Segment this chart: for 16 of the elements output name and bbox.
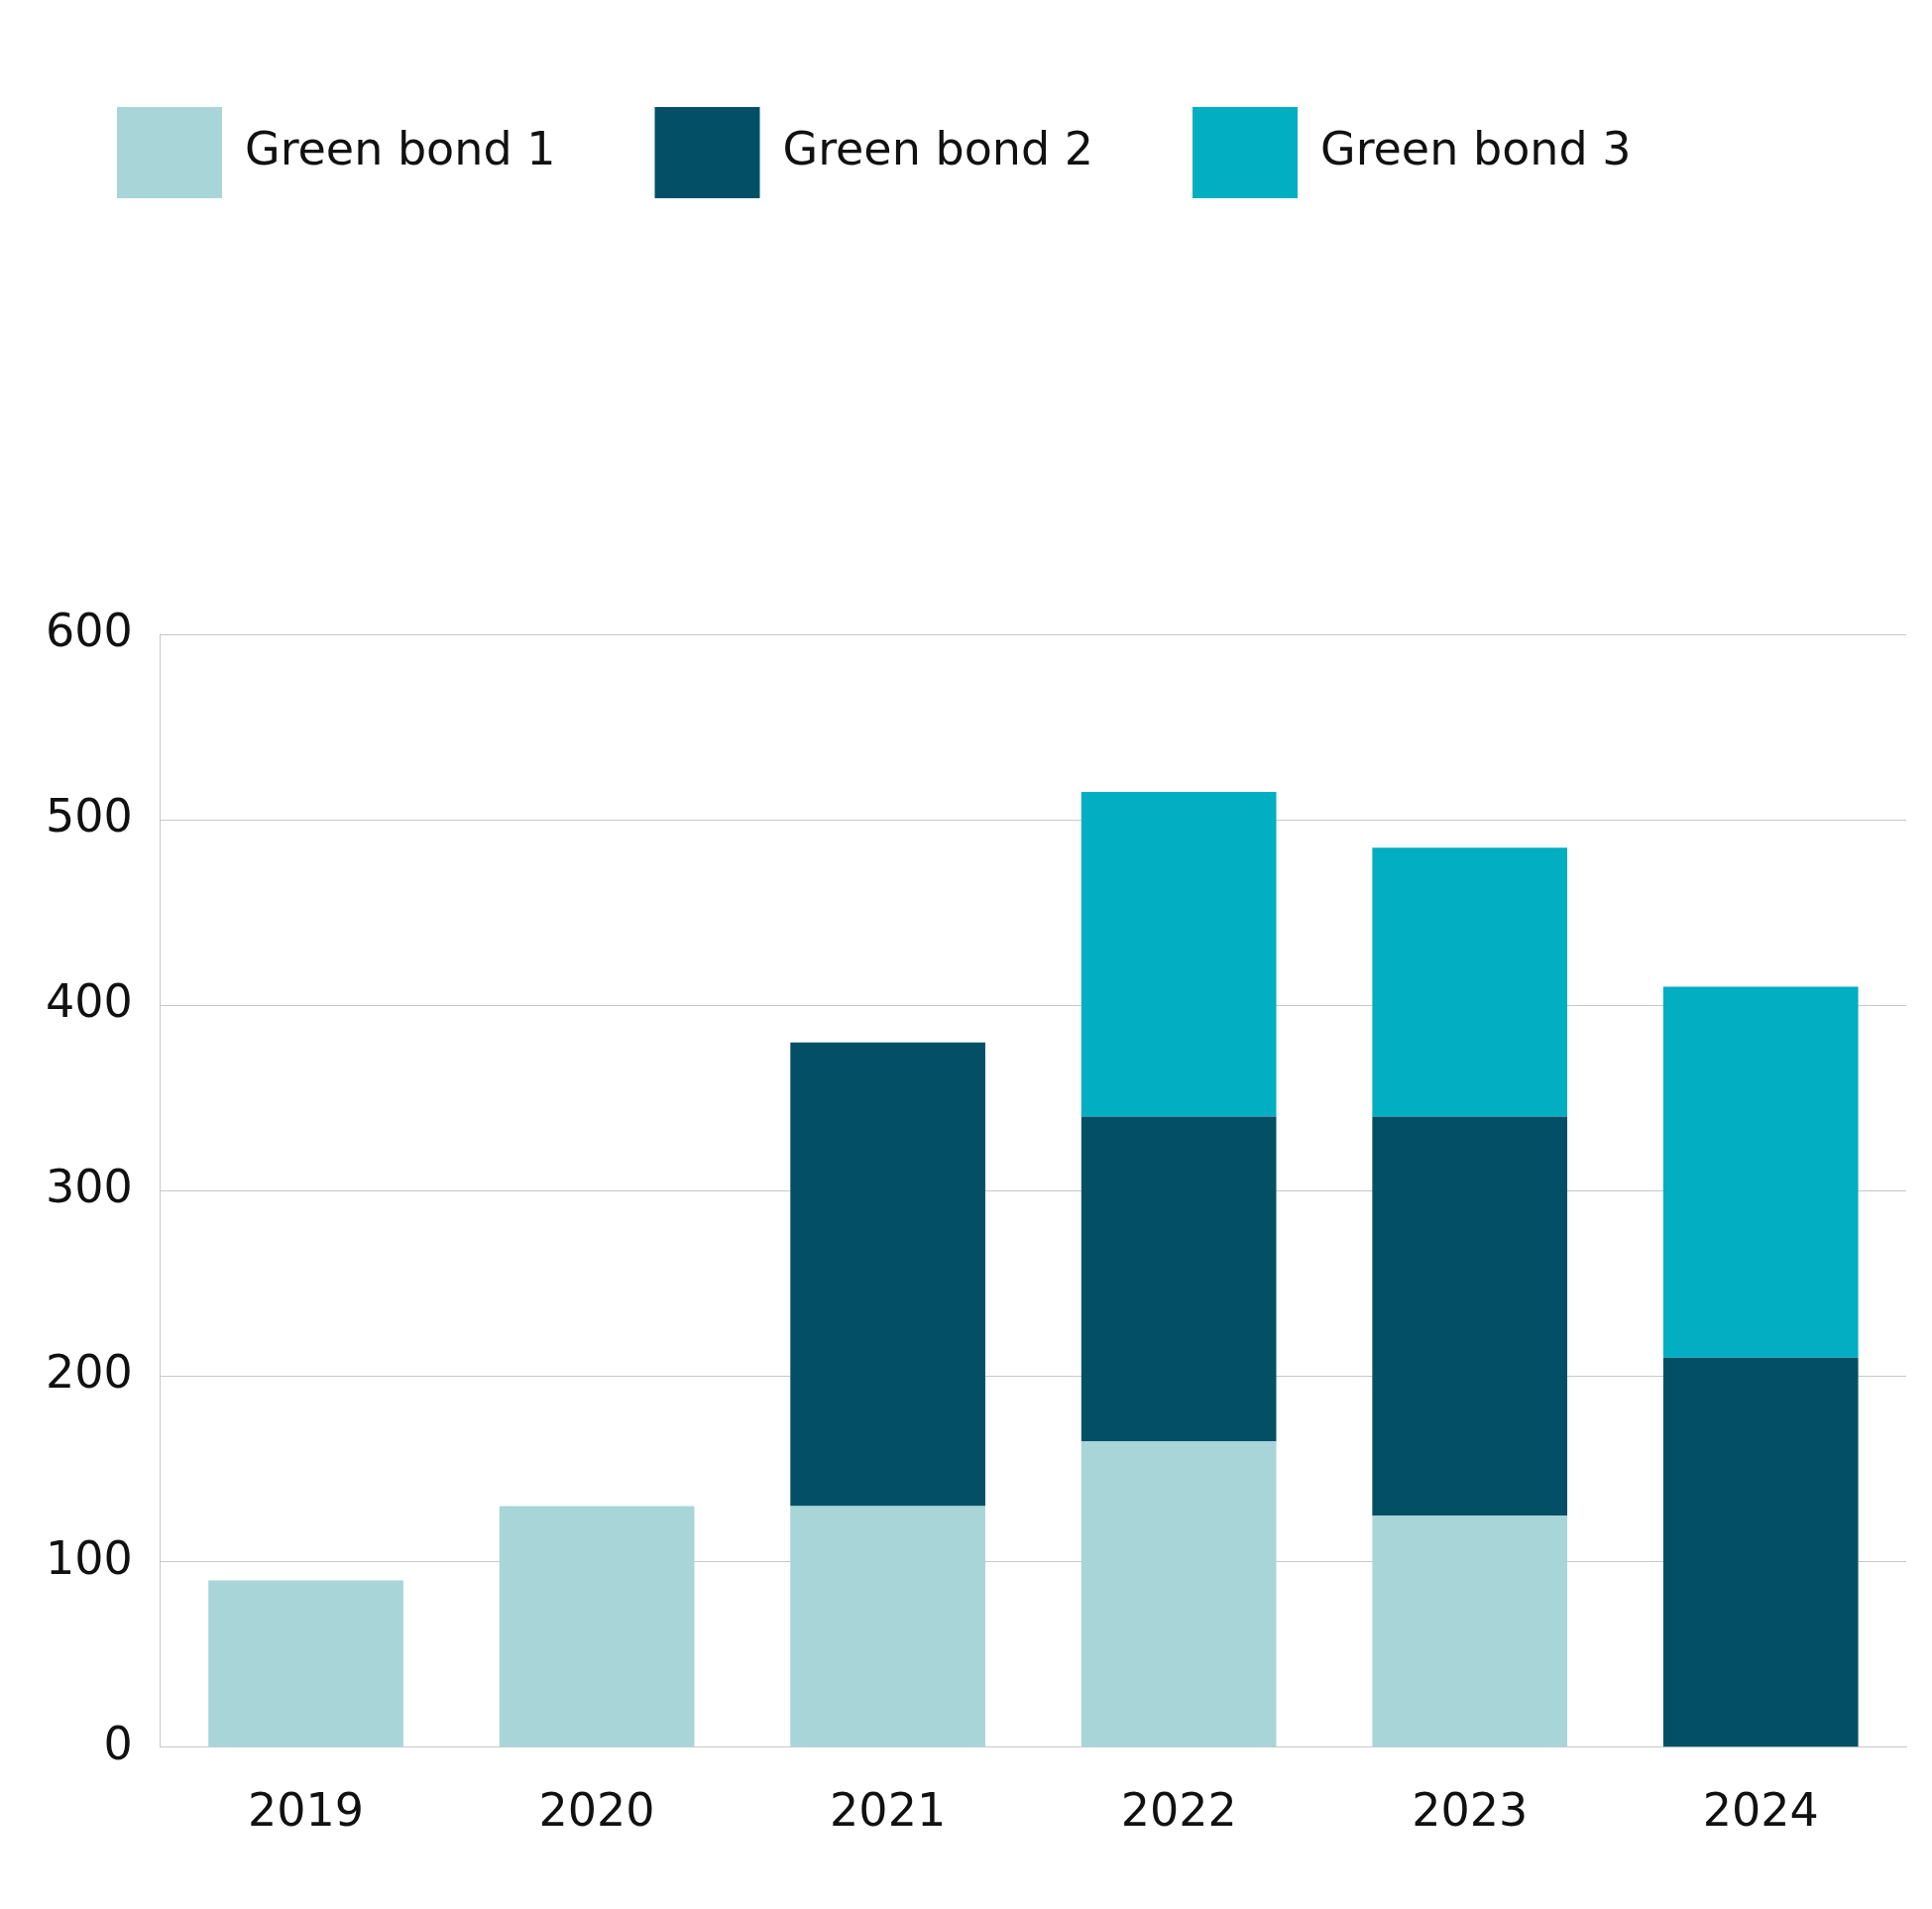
y-tick-label: 400 [45, 974, 133, 1029]
legend-label: Green bond 1 [245, 121, 556, 175]
x-tick-label: 2021 [830, 1783, 947, 1838]
y-tick-label: 300 [45, 1160, 133, 1214]
x-tick-label: 2024 [1702, 1783, 1819, 1838]
x-tick-label: 2020 [538, 1783, 655, 1838]
y-tick-label: 200 [45, 1345, 133, 1400]
x-tick-label: 2019 [248, 1783, 365, 1838]
legend-label: Green bond 2 [782, 121, 1094, 175]
y-tick-label: 600 [45, 603, 133, 657]
legend-label: Green bond 3 [1320, 121, 1632, 175]
x-tick-label: 2023 [1412, 1783, 1529, 1838]
y-tick-label: 0 [103, 1716, 133, 1770]
y-tick-label: 100 [45, 1530, 133, 1585]
y-tick-label: 500 [45, 789, 133, 843]
x-tick-label: 2022 [1120, 1783, 1237, 1838]
